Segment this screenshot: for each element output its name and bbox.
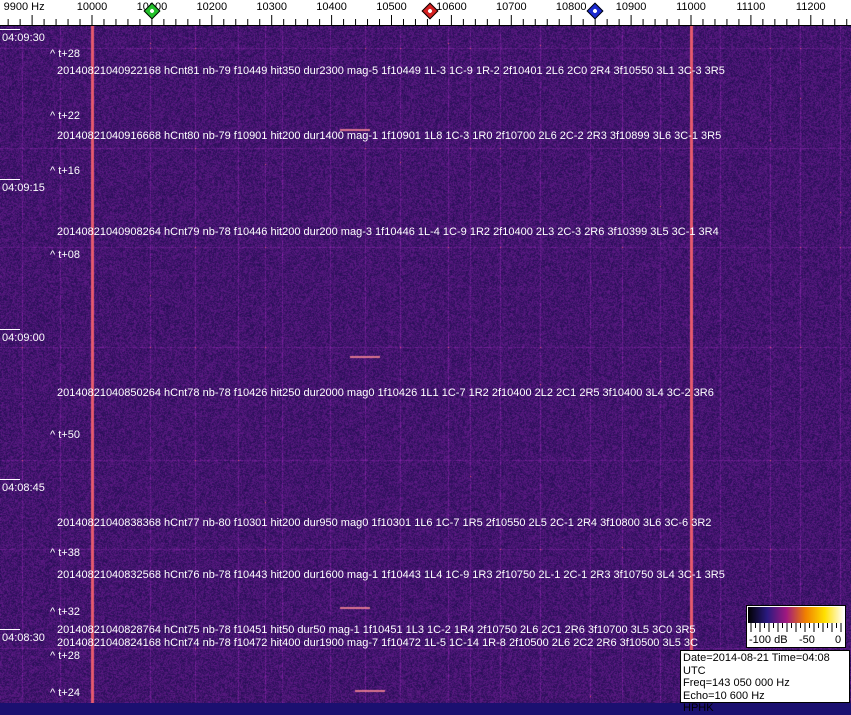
time-offset-label: ^ t+28	[50, 48, 80, 60]
axis-tick-label: 11100	[736, 1, 766, 13]
detection-record: 20140821040824168 hCnt74 nb-78 f10472 hi…	[57, 637, 698, 649]
time-label: 04:08:45	[0, 479, 45, 494]
axis-tick-label: 10300	[256, 1, 287, 13]
axis-tick-label: 10600	[436, 1, 467, 13]
time-label: 04:09:00	[0, 329, 45, 344]
axis-tick-label: 11200	[795, 1, 826, 13]
colorbar-legend: -100 dB -50 0	[746, 605, 846, 648]
axis-tick-label: 10400	[316, 1, 347, 13]
axis-tick-label: 10500	[376, 1, 407, 13]
time-offset-label: ^ t+50	[50, 429, 80, 441]
waterfall-spectrogram	[0, 26, 851, 703]
info-panel: Date=2014-08-21 Time=04:08 UTC Freq=143 …	[680, 650, 850, 714]
colorbar-label-mid: -50	[799, 634, 815, 646]
time-offset-label: ^ t+22	[50, 110, 80, 122]
colorbar-gradient	[748, 607, 844, 623]
time-label: 04:09:30	[0, 29, 45, 44]
axis-tick-label: 10700	[496, 1, 527, 13]
time-offset-label: ^ t+24	[50, 687, 80, 699]
info-echo: Echo=10 600 Hz	[683, 689, 765, 702]
axis-tick-label: 10800	[555, 1, 587, 13]
detection-record: 20140821040838368 hCnt77 nb-80 f10301 hi…	[57, 517, 712, 529]
detection-record: 20140821040922168 hCnt81 nb-79 f10449 hi…	[57, 65, 725, 77]
time-label: 04:09:15	[0, 179, 45, 194]
colorbar-label-min: -100 dB	[749, 634, 788, 646]
info-station: HPHK	[683, 702, 714, 714]
frequency-ticks	[0, 15, 851, 26]
detection-record: 20140821040908264 hCnt79 nb-78 f10446 hi…	[57, 226, 719, 238]
time-offset-label: ^ t+16	[50, 165, 80, 177]
axis-tick-label: 9900 Hz	[3, 1, 45, 13]
detection-record: 20140821040850264 hCnt78 nb-78 f10426 hi…	[57, 387, 714, 399]
time-offset-label: ^ t+38	[50, 547, 80, 559]
detection-record: 20140821040832568 hCnt76 nb-78 f10443 hi…	[57, 569, 725, 581]
colorbar-ticks	[750, 623, 842, 632]
time-offset-label: ^ t+28	[50, 650, 80, 662]
colorbar-label-max: 0	[835, 634, 842, 646]
time-offset-label: ^ t+32	[50, 606, 80, 618]
info-date-time: Date=2014-08-21 Time=04:08 UTC	[683, 652, 830, 677]
detection-record: 20140821040916668 hCnt80 nb-79 f10901 hi…	[57, 130, 722, 142]
frequency-axis: 9900 Hz100001010010200103001040010500106…	[0, 0, 851, 26]
time-offset-label: ^ t+08	[50, 249, 80, 261]
axis-tick-label: 10000	[76, 1, 108, 13]
axis-tick-label: 10900	[615, 1, 647, 13]
info-frequency: Freq=143 050 000 Hz	[683, 677, 790, 689]
axis-tick-label: 10200	[196, 1, 228, 13]
detection-record: 20140821040828764 hCnt75 nb-78 f10451 hi…	[57, 624, 696, 636]
time-label: 04:08:30	[0, 629, 45, 644]
axis-tick-label: 11000	[676, 1, 706, 13]
